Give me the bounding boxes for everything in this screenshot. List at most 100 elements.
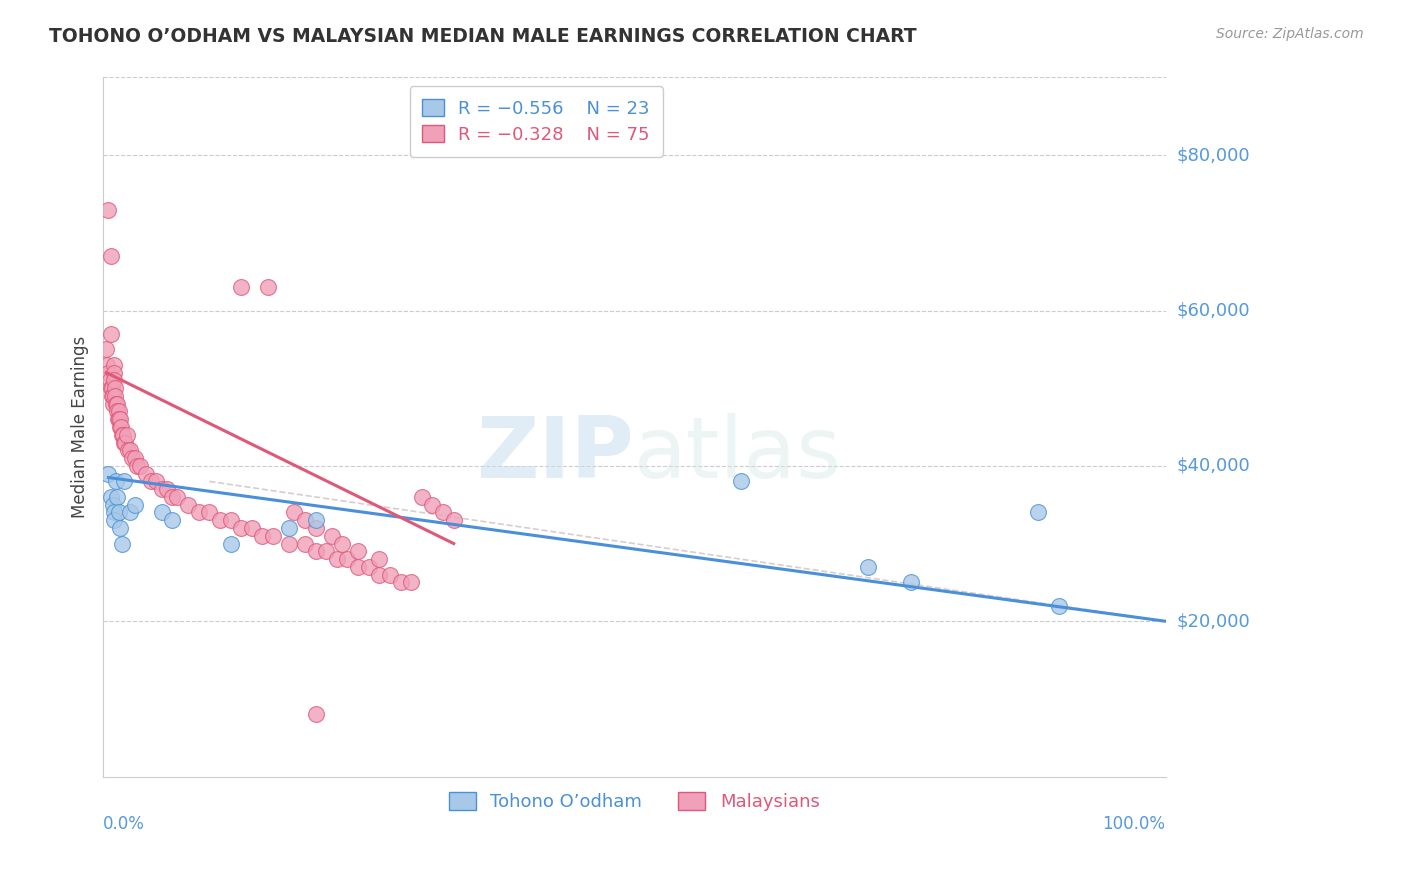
Point: [124, 451, 146, 466]
Point: [347, 560, 370, 574]
Y-axis label: Median Male Earnings: Median Male Earnings: [72, 336, 89, 518]
Text: TOHONO O’ODHAM VS MALAYSIAN MEDIAN MALE EARNINGS CORRELATION CHART: TOHONO O’ODHAM VS MALAYSIAN MEDIAN MALE …: [49, 27, 917, 45]
Point: [112, 427, 135, 442]
Text: 0.0%: 0.0%: [103, 815, 145, 833]
Point: [219, 536, 242, 550]
Point: [135, 467, 157, 481]
Point: [347, 544, 370, 558]
Text: ZIP: ZIP: [477, 414, 634, 497]
Point: [104, 475, 127, 489]
Point: [101, 397, 124, 411]
Point: [856, 560, 879, 574]
Text: $60,000: $60,000: [1177, 301, 1250, 319]
Point: [105, 490, 128, 504]
Point: [321, 529, 343, 543]
Point: [104, 397, 127, 411]
Point: [304, 707, 326, 722]
Point: [730, 475, 752, 489]
Point: [124, 498, 146, 512]
Text: 100.0%: 100.0%: [1102, 815, 1166, 833]
Point: [100, 490, 122, 504]
Point: [160, 513, 183, 527]
Point: [330, 536, 353, 550]
Point: [177, 498, 200, 512]
Point: [100, 389, 122, 403]
Point: [103, 358, 125, 372]
Point: [100, 249, 122, 263]
Point: [900, 575, 922, 590]
Point: [208, 513, 231, 527]
Point: [399, 575, 422, 590]
Point: [104, 389, 127, 403]
Text: Source: ZipAtlas.com: Source: ZipAtlas.com: [1216, 27, 1364, 41]
Point: [240, 521, 263, 535]
Point: [1026, 506, 1049, 520]
Point: [139, 475, 162, 489]
Point: [118, 443, 141, 458]
Point: [96, 343, 118, 357]
Point: [294, 513, 316, 527]
Point: [156, 482, 179, 496]
Point: [1047, 599, 1070, 613]
Point: [97, 366, 120, 380]
Point: [103, 373, 125, 387]
Point: [103, 513, 125, 527]
Point: [97, 467, 120, 481]
Point: [115, 427, 138, 442]
Point: [336, 552, 359, 566]
Point: [231, 280, 253, 294]
Point: [112, 475, 135, 489]
Point: [129, 458, 152, 473]
Point: [121, 451, 143, 466]
Point: [262, 529, 284, 543]
Text: $40,000: $40,000: [1177, 457, 1250, 475]
Point: [252, 529, 274, 543]
Point: [103, 366, 125, 380]
Point: [101, 498, 124, 512]
Point: [104, 381, 127, 395]
Text: $20,000: $20,000: [1177, 612, 1250, 631]
Point: [326, 552, 349, 566]
Point: [304, 544, 326, 558]
Text: atlas: atlas: [634, 414, 842, 497]
Point: [278, 536, 301, 550]
Point: [389, 575, 412, 590]
Point: [108, 404, 131, 418]
Point: [198, 506, 221, 520]
Legend: Tohono O’odham, Malaysians: Tohono O’odham, Malaysians: [440, 783, 828, 820]
Point: [107, 412, 129, 426]
Point: [411, 490, 433, 504]
Point: [108, 521, 131, 535]
Point: [108, 506, 131, 520]
Point: [97, 202, 120, 217]
Point: [118, 506, 141, 520]
Point: [368, 552, 391, 566]
Point: [101, 389, 124, 403]
Point: [357, 560, 380, 574]
Point: [160, 490, 183, 504]
Point: [256, 280, 278, 294]
Point: [145, 475, 167, 489]
Point: [111, 427, 134, 442]
Point: [108, 420, 131, 434]
Point: [98, 373, 121, 387]
Point: [315, 544, 337, 558]
Point: [114, 435, 136, 450]
Point: [112, 435, 135, 450]
Point: [304, 513, 326, 527]
Point: [108, 412, 131, 426]
Point: [96, 358, 118, 372]
Point: [231, 521, 253, 535]
Point: [278, 521, 301, 535]
Point: [368, 567, 391, 582]
Point: [150, 482, 173, 496]
Point: [150, 506, 173, 520]
Point: [100, 381, 122, 395]
Point: [100, 381, 122, 395]
Text: $80,000: $80,000: [1177, 146, 1250, 164]
Point: [432, 506, 454, 520]
Point: [187, 506, 209, 520]
Point: [166, 490, 188, 504]
Point: [108, 412, 131, 426]
Point: [283, 506, 305, 520]
